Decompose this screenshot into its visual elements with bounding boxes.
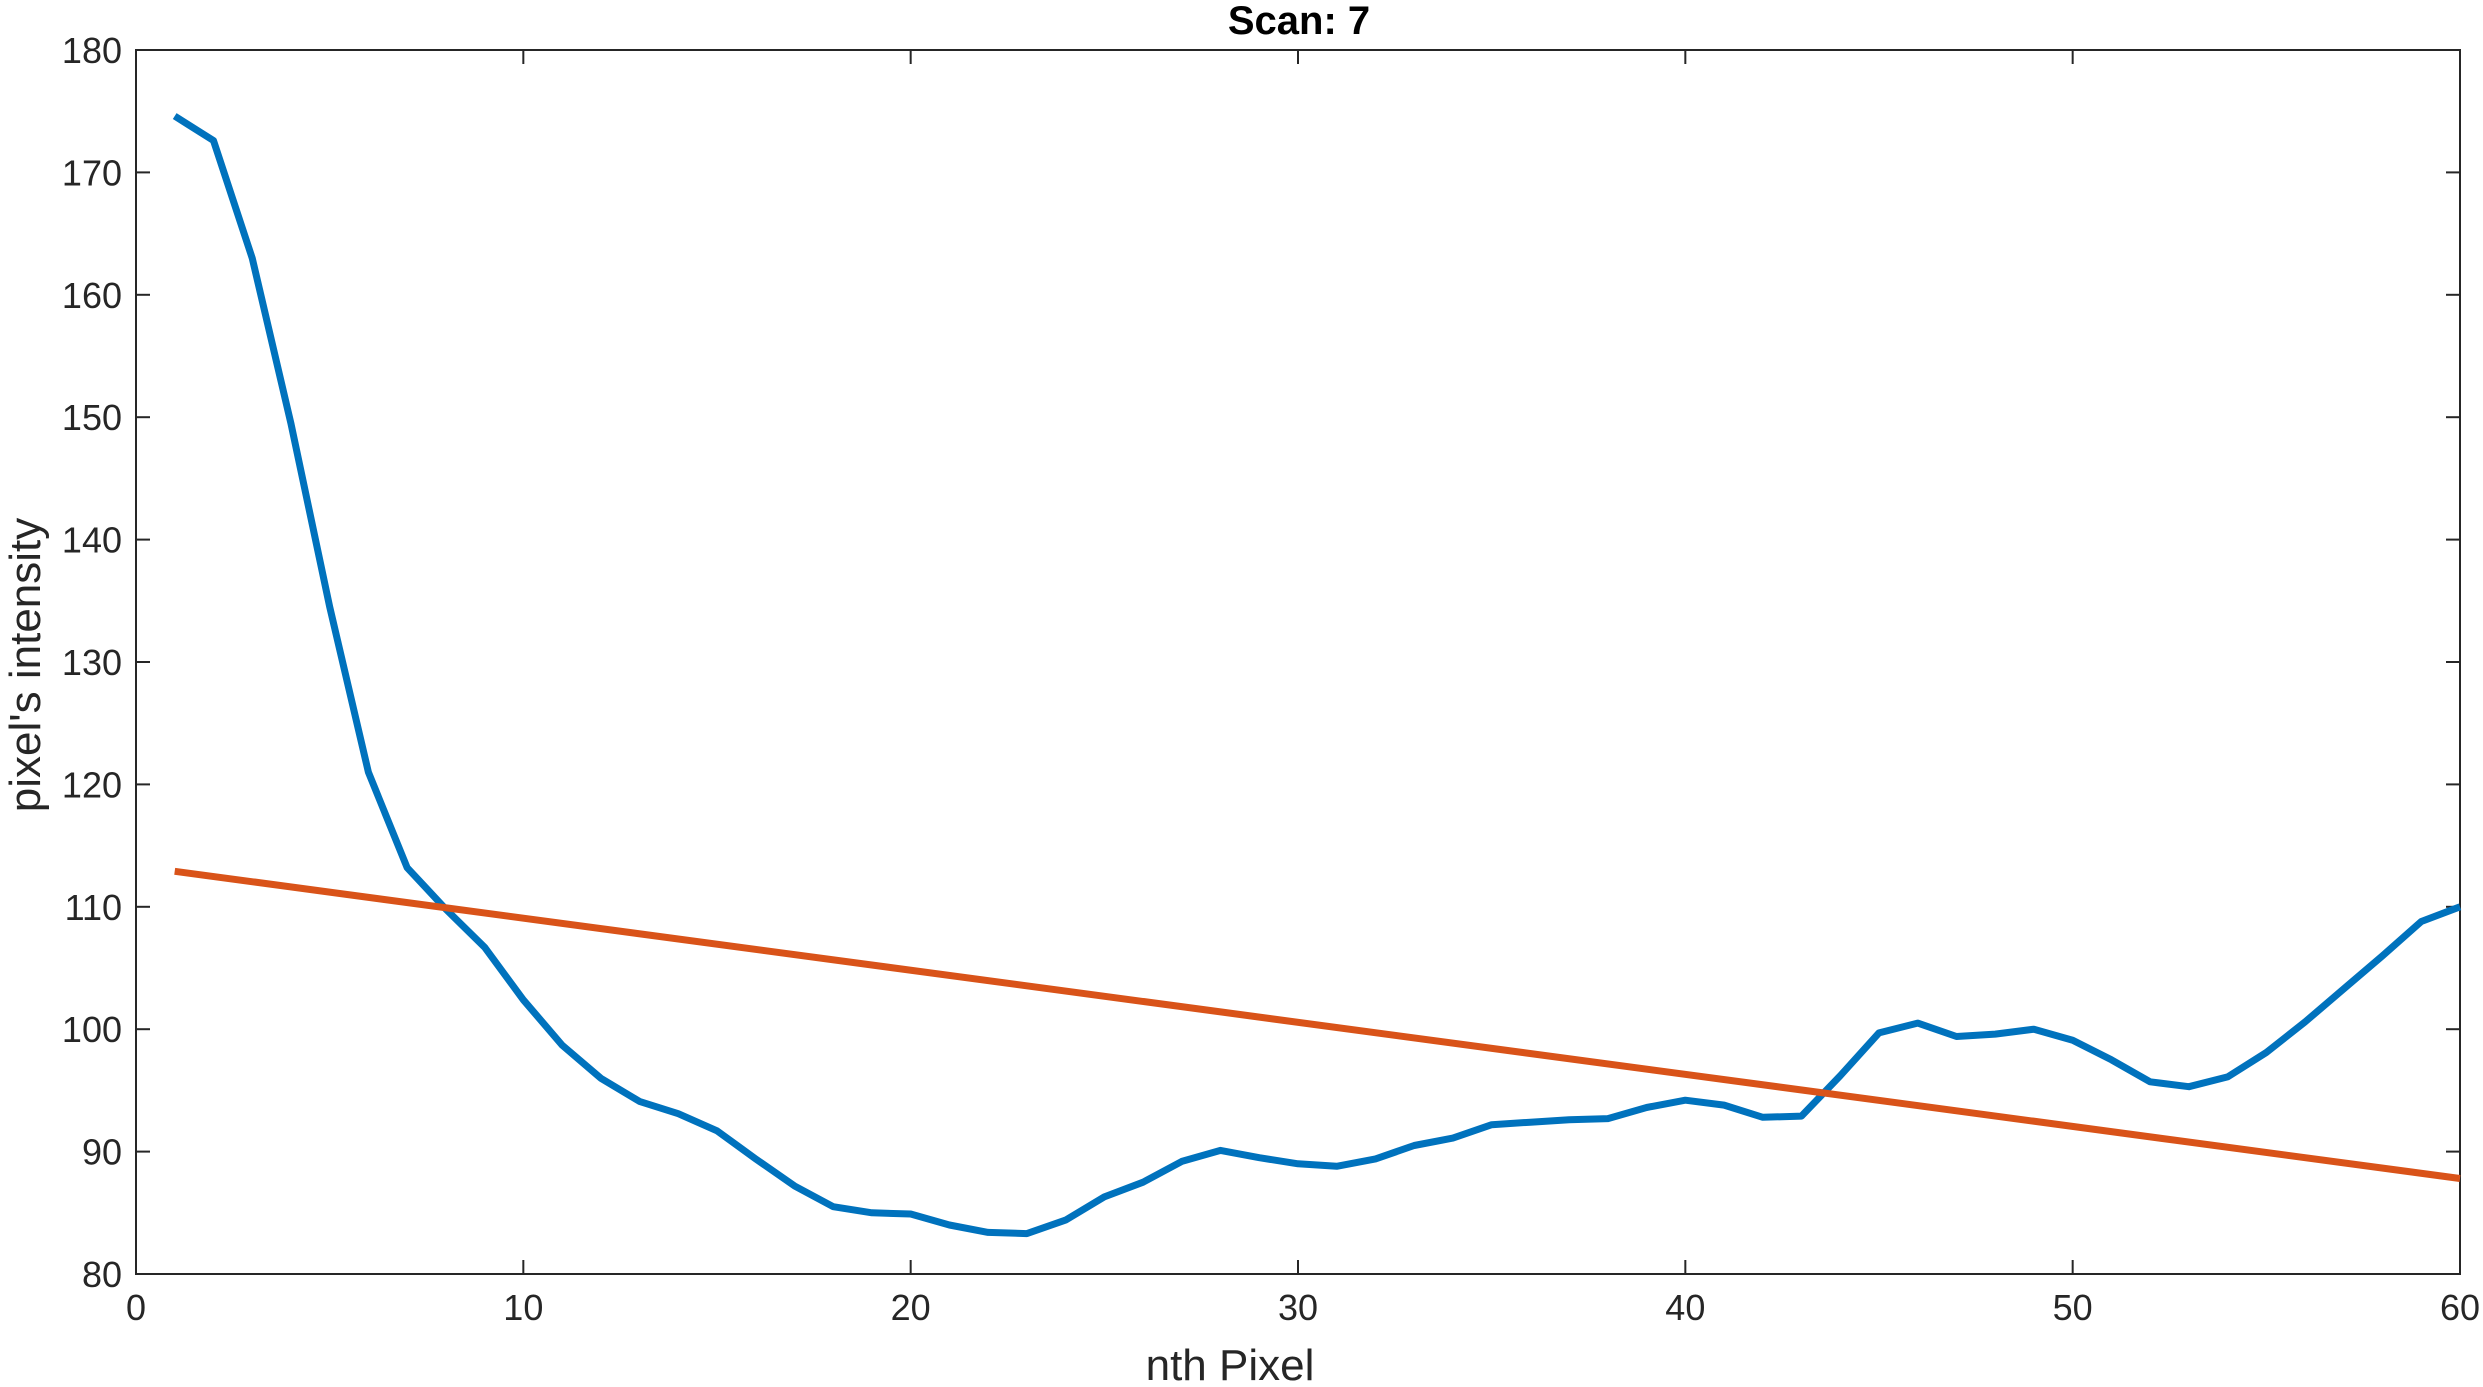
- y-axis: 80 90 100 110 120 130 140 150 160 170 180: [62, 30, 2460, 1295]
- y-tick-label: 160: [62, 275, 122, 316]
- y-tick-label: 150: [62, 397, 122, 438]
- y-tick-label: 110: [65, 887, 122, 928]
- x-tick-label: 10: [503, 1287, 543, 1328]
- x-tick-label: 0: [126, 1287, 146, 1328]
- y-tick-label: 90: [82, 1132, 122, 1173]
- x-axis-title: nth Pixel: [1146, 1341, 1315, 1387]
- plot-area: 0 10 20 30 40 50 60 80 90 100 110 120 130 140 150 160 1…: [62, 30, 2480, 1328]
- chart-title: Scan: 7: [1228, 0, 1370, 43]
- x-tick-label: 20: [891, 1287, 931, 1328]
- x-axis: 0 10 20 30 40 50 60: [126, 50, 2480, 1328]
- y-tick-label: 180: [62, 30, 122, 71]
- plot-frame: [135, 49, 2461, 1275]
- y-tick-label: 100: [62, 1009, 122, 1050]
- intensity-line: [172, 113, 2462, 1238]
- fit-line: [174, 867, 2461, 1182]
- y-tick-label: 80: [82, 1254, 122, 1295]
- x-tick-label: 40: [1665, 1287, 1705, 1328]
- series-group: [172, 113, 2462, 1238]
- y-tick-label: 120: [62, 764, 122, 805]
- y-tick-label: 140: [62, 520, 122, 561]
- y-tick-label: 170: [62, 152, 122, 193]
- x-tick-label: 60: [2440, 1287, 2480, 1328]
- y-axis-title: pixel's intensity: [1, 518, 50, 813]
- y-tick-label: 130: [62, 642, 122, 683]
- x-tick-label: 50: [2053, 1287, 2093, 1328]
- x-tick-label: 30: [1278, 1287, 1318, 1328]
